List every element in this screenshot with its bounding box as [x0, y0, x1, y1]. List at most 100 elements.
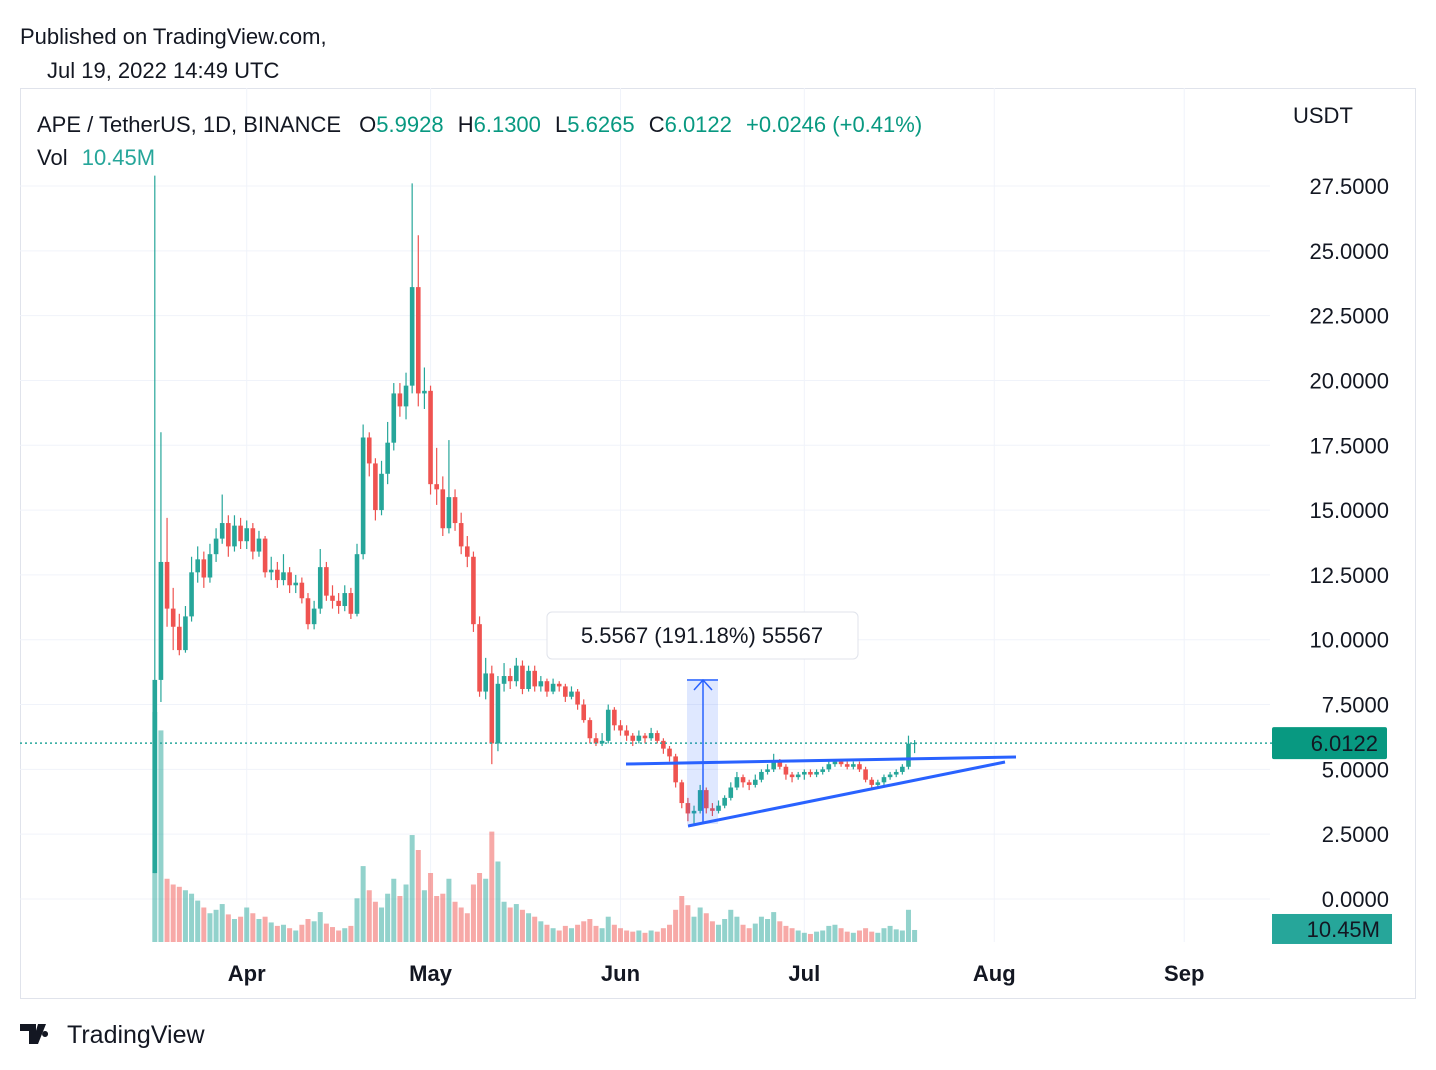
candle-body — [403, 385, 409, 407]
candle-body — [434, 484, 439, 490]
candle-body — [177, 626, 182, 651]
publish-date: Jul 19, 2022 14:49 UTC — [47, 58, 279, 83]
volume-bar — [501, 901, 507, 942]
volume-bar — [415, 850, 421, 942]
candle-body — [691, 810, 697, 814]
candle-body — [544, 681, 550, 692]
volume-bar — [428, 873, 434, 942]
volume-bar — [838, 928, 844, 942]
volume-bar — [231, 919, 237, 942]
candle-body — [569, 691, 574, 697]
volume-bar — [844, 931, 850, 942]
candle-body — [654, 733, 660, 741]
volume-bar — [164, 878, 170, 942]
volume-pane — [152, 712, 918, 942]
volume-value: 10.45M — [82, 145, 155, 170]
x-tick-label: May — [409, 961, 453, 986]
volume-bar — [789, 928, 795, 942]
candle-body — [501, 676, 507, 684]
candle-body — [471, 556, 476, 625]
x-tick-label: Jul — [788, 961, 820, 986]
candle-body — [440, 489, 446, 529]
volume-bar — [912, 929, 918, 942]
y-tick-label: 5.0000 — [1322, 757, 1389, 782]
ohlc-key: H — [458, 112, 474, 137]
volume-bar — [899, 930, 905, 942]
candle-body — [900, 766, 905, 772]
volume-legend: Vol 10.45M — [37, 145, 155, 170]
candle-body — [648, 733, 654, 739]
volume-bar — [379, 907, 385, 942]
candle-body — [152, 679, 158, 874]
candle-body — [379, 473, 384, 511]
ohlc-value: 6.0122 — [665, 112, 732, 137]
candle-body — [863, 769, 868, 780]
y-tick-label: 17.5000 — [1309, 433, 1389, 458]
last-volume-box — [1272, 913, 1392, 944]
volume-bar — [611, 924, 617, 942]
volume-bar — [807, 933, 813, 942]
candle-body — [415, 287, 421, 394]
volume-bar — [642, 932, 648, 942]
volume-bar — [605, 916, 611, 942]
candle-body — [275, 569, 280, 581]
candle-body — [293, 582, 299, 586]
candle-body — [189, 572, 194, 617]
y-tick-label: 25.0000 — [1309, 239, 1389, 264]
volume-bar — [360, 866, 366, 942]
candle-body — [342, 593, 348, 607]
candle-body — [409, 287, 415, 386]
y-tick-label: 20.0000 — [1309, 368, 1389, 393]
volume-bar — [869, 931, 875, 942]
candle-body — [526, 670, 531, 689]
volume-bar — [771, 912, 777, 942]
volume-bar — [207, 913, 213, 942]
last-volume-label: 10.45M — [1307, 917, 1380, 942]
volume-bar — [464, 913, 470, 942]
candle-body — [605, 709, 611, 741]
candle-body — [213, 538, 219, 555]
volume-bar — [219, 904, 225, 942]
x-tick-label: Sep — [1164, 961, 1204, 986]
volume-bar — [397, 896, 403, 942]
volume-bar — [440, 893, 446, 942]
candle-body — [520, 665, 525, 689]
logo-mark — [20, 1024, 49, 1044]
candle-body — [814, 771, 819, 775]
candle-body — [857, 764, 862, 770]
candle-body — [348, 593, 354, 614]
volume-bar — [636, 930, 642, 942]
volume-bar — [483, 878, 489, 942]
volume-title: Vol — [37, 145, 68, 170]
candle-body — [752, 779, 758, 785]
candle-body — [373, 463, 378, 511]
candle-body — [158, 561, 164, 680]
chart-frame — [20, 88, 1416, 999]
volume-bar — [709, 921, 715, 942]
volume-bar — [470, 884, 476, 942]
volume-bar — [262, 916, 268, 942]
candle-body — [219, 523, 225, 539]
candle-body — [679, 782, 685, 804]
candle-body — [330, 595, 335, 601]
candle-body — [244, 528, 250, 542]
volume-bar — [691, 916, 697, 942]
candle-body — [281, 572, 286, 581]
candle-body — [630, 735, 636, 741]
volume-bar — [777, 921, 783, 942]
candle-body — [673, 756, 678, 783]
ohlc-key: L — [555, 112, 567, 137]
volume-bar — [734, 916, 740, 942]
candle-body — [563, 686, 568, 697]
volume-bar — [587, 919, 593, 942]
candle-body — [360, 437, 366, 555]
volume-bar — [538, 921, 544, 942]
candle-body — [507, 676, 513, 682]
candle-body — [207, 554, 213, 578]
volume-bar — [403, 884, 409, 942]
volume-bar — [722, 919, 728, 942]
volume-bar — [795, 930, 801, 942]
change: +0.0246 (+0.41%) — [746, 112, 922, 137]
trend-line — [687, 760, 1006, 828]
candle-body — [514, 665, 519, 682]
